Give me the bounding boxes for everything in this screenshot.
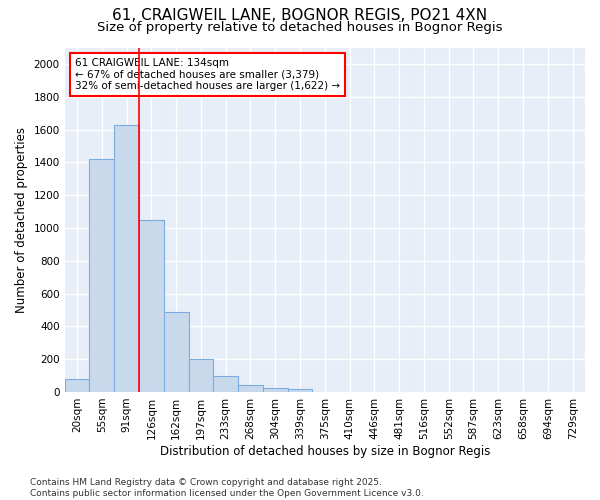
Text: Size of property relative to detached houses in Bognor Regis: Size of property relative to detached ho…	[97, 21, 503, 34]
Bar	[65, 378, 89, 392]
Text: 61 CRAIGWEIL LANE: 134sqm
← 67% of detached houses are smaller (3,379)
32% of se: 61 CRAIGWEIL LANE: 134sqm ← 67% of detac…	[75, 58, 340, 91]
X-axis label: Distribution of detached houses by size in Bognor Regis: Distribution of detached houses by size …	[160, 444, 490, 458]
Bar	[89, 159, 114, 392]
Bar	[214, 376, 238, 392]
Bar	[188, 359, 214, 392]
Bar	[263, 388, 287, 392]
Bar	[287, 390, 313, 392]
Y-axis label: Number of detached properties: Number of detached properties	[15, 126, 28, 312]
Text: 61, CRAIGWEIL LANE, BOGNOR REGIS, PO21 4XN: 61, CRAIGWEIL LANE, BOGNOR REGIS, PO21 4…	[112, 8, 488, 22]
Text: Contains HM Land Registry data © Crown copyright and database right 2025.
Contai: Contains HM Land Registry data © Crown c…	[30, 478, 424, 498]
Bar	[164, 312, 188, 392]
Bar	[114, 126, 139, 392]
Bar	[238, 386, 263, 392]
Bar	[139, 220, 164, 392]
